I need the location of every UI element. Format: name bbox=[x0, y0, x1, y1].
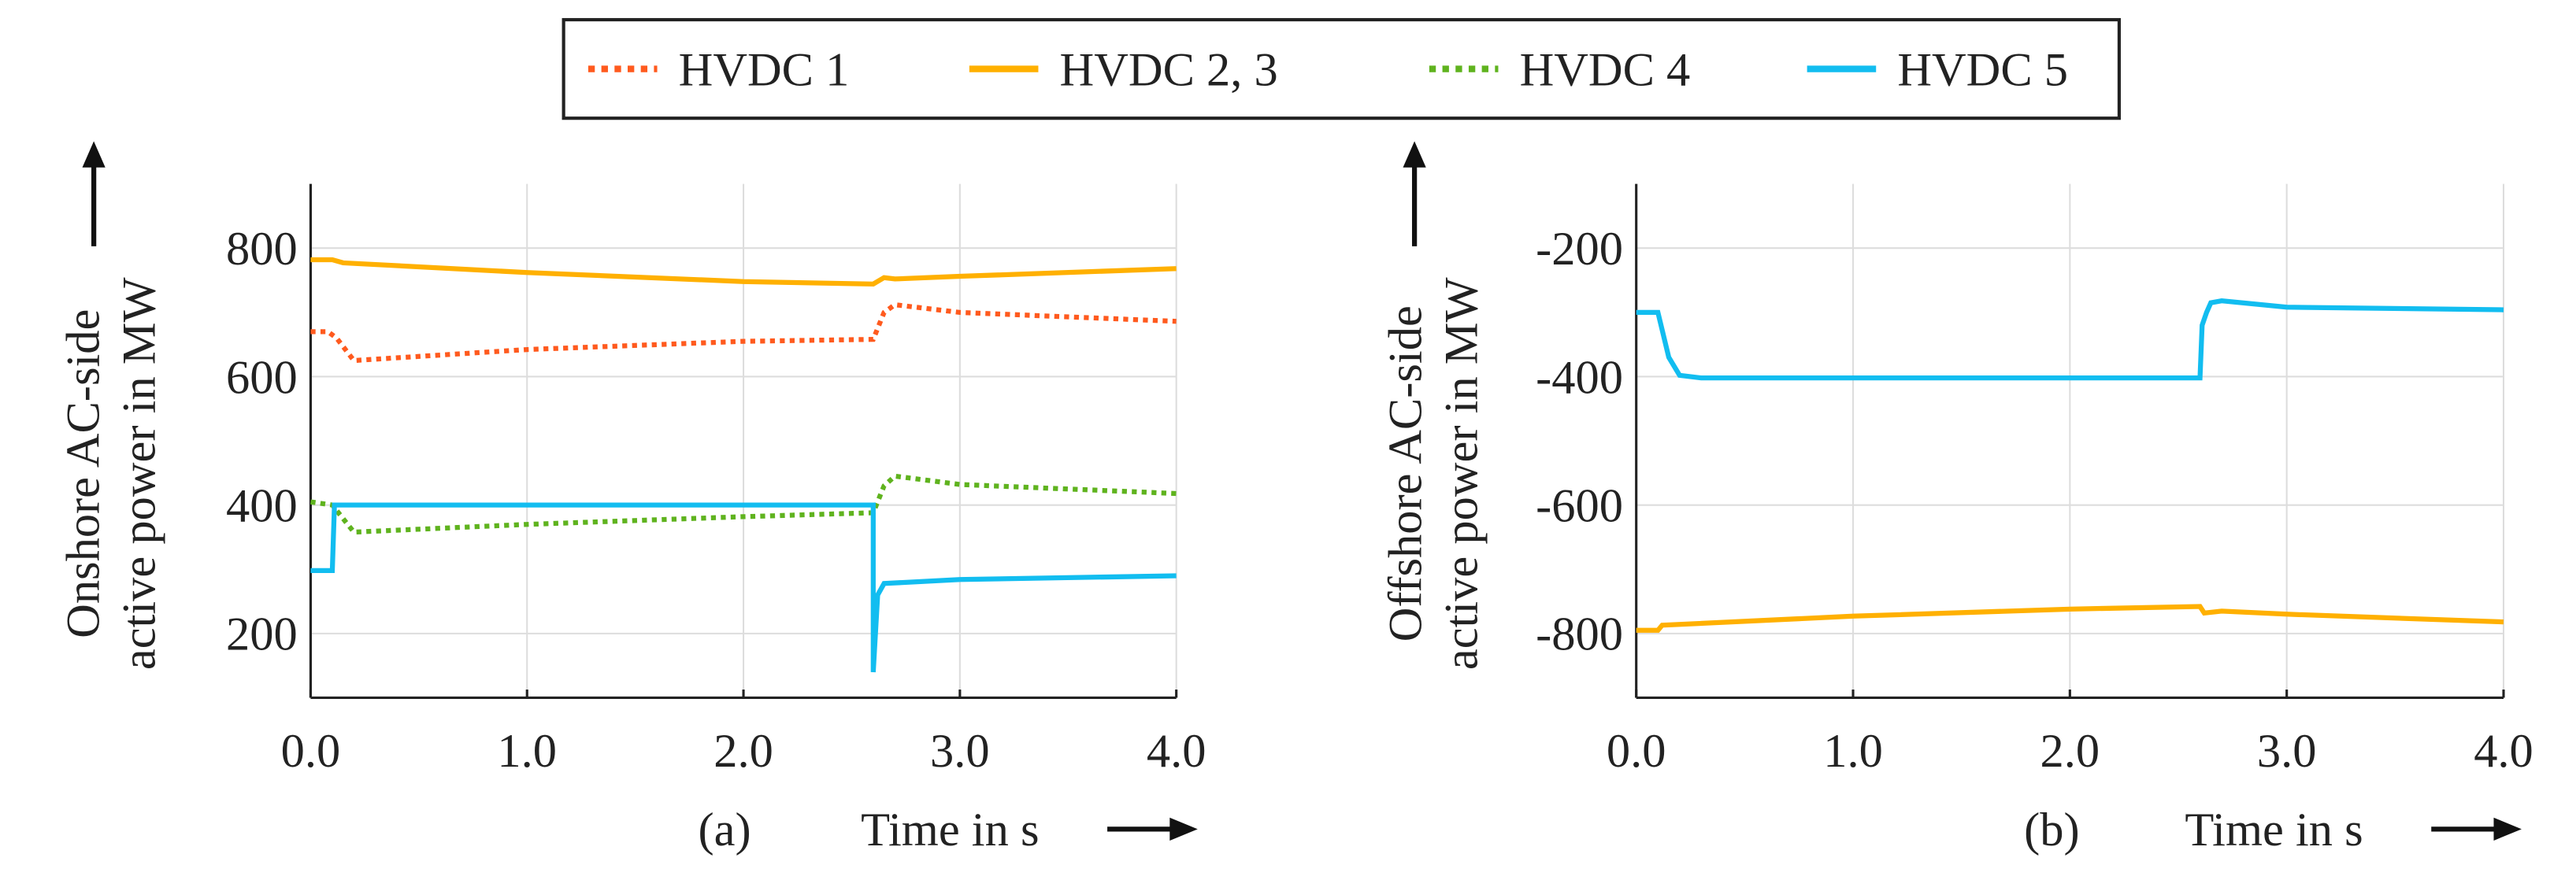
x-tick-label: 1.0 bbox=[1823, 725, 1883, 778]
x-tick-label: 3.0 bbox=[2257, 725, 2317, 778]
y-tick-label: -800 bbox=[1536, 608, 1623, 661]
x-tick-label: 4.0 bbox=[2474, 725, 2533, 778]
series-line-hvdc-2-3 bbox=[310, 257, 1177, 287]
y-tick-label: 800 bbox=[226, 223, 298, 275]
y-axis-label: Offshore AC-side active power in MW bbox=[1379, 277, 1488, 670]
y-tick-label: -200 bbox=[1536, 223, 1623, 275]
legend-label-4: HVDC 5 bbox=[1897, 43, 2068, 96]
legend-label-3: HVDC 4 bbox=[1520, 43, 1691, 96]
y-axis-label-line: Onshore AC-side bbox=[57, 309, 109, 638]
y-arrowhead-icon bbox=[82, 141, 106, 168]
x-tick-label: 4.0 bbox=[1147, 725, 1206, 778]
y-axis-label: Onshore AC-side active power in MW bbox=[57, 277, 165, 670]
chart-panel-a: 0.0 1.0 2.0 3.0 4.0 200 400 600 800 Onshore AC-si… bbox=[57, 141, 1206, 856]
y-axis-label-line: active power in MW bbox=[113, 277, 165, 670]
series-line-hvdc-4 bbox=[309, 473, 1177, 535]
y-tick-label: 200 bbox=[226, 608, 298, 661]
y-axis-label-line: Offshore AC-side bbox=[1379, 305, 1432, 642]
legend-label-2: HVDC 2, 3 bbox=[1060, 43, 1278, 96]
x-tick-label: 1.0 bbox=[497, 725, 557, 778]
y-tick-label: 600 bbox=[226, 351, 298, 404]
y-axis-label-line: active power in MW bbox=[1435, 277, 1488, 670]
panel-label: (a) bbox=[699, 804, 751, 856]
legend-label-1: HVDC 1 bbox=[679, 43, 850, 96]
x-tick-label: 3.0 bbox=[930, 725, 990, 778]
x-arrowhead-icon bbox=[1169, 817, 1198, 841]
panel-label: (b) bbox=[2024, 804, 2080, 856]
x-arrowhead-icon bbox=[2493, 817, 2522, 841]
series-line-hvdc-2-3 bbox=[1636, 604, 2504, 633]
chart-panel-b: 0.0 1.0 2.0 3.0 4.0 -800 -600 -400 -200 Offshore … bbox=[1379, 141, 2533, 856]
legend: HVDC 1 HVDC 2, 3 HVDC 4 HVDC 5 bbox=[562, 17, 2122, 120]
x-tick-label: 2.0 bbox=[2040, 725, 2100, 778]
x-axis-label: Time in s bbox=[2185, 804, 2363, 856]
y-tick-label: -600 bbox=[1536, 480, 1623, 533]
y-tick-label: 400 bbox=[226, 480, 298, 533]
series-line-hvdc-1 bbox=[310, 301, 1177, 364]
series-line-hvdc-5 bbox=[310, 502, 1177, 673]
x-tick-label: 2.0 bbox=[713, 725, 773, 778]
series-line-hvdc-5 bbox=[1636, 298, 2504, 381]
x-tick-label: 0.0 bbox=[281, 725, 341, 778]
x-axis-label: Time in s bbox=[861, 804, 1039, 856]
x-tick-label: 0.0 bbox=[1607, 725, 1666, 778]
y-tick-label: -400 bbox=[1536, 351, 1623, 404]
y-arrowhead-icon bbox=[1403, 141, 1426, 168]
